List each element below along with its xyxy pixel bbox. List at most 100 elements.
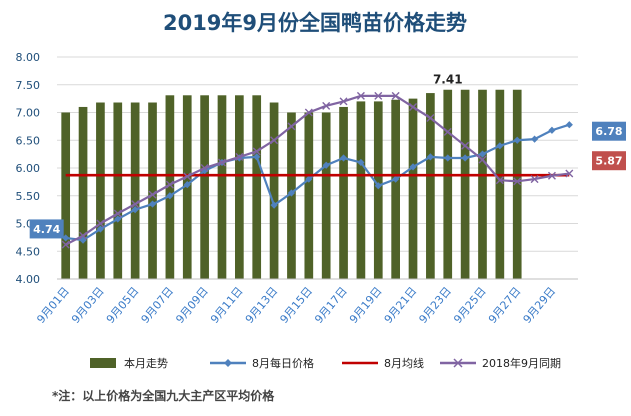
bar [200,95,209,279]
bar [478,89,487,280]
x-tick-label: 9月27日 [486,285,524,326]
x-tick-label: 9月25日 [451,285,489,326]
point [165,180,174,189]
data-callouts: 7.41 4.74 6.78 5.87 [29,73,626,239]
point [339,97,348,106]
bar [78,106,88,279]
point [356,91,365,100]
legend: 本月走势 8月每日价格 8月均线 2018年9月同期 [90,356,561,370]
data-label: 4.74 [33,223,60,236]
bar [96,102,105,279]
x-tick-label: 9月21日 [382,285,420,326]
point [200,164,209,172]
y-axis: 4.004.505.005.506.006.507.007.508.00 [16,51,41,286]
point [131,200,140,209]
legend-label: 本月走势 [124,356,168,370]
point [426,153,434,161]
bar [356,101,366,280]
point [565,169,574,178]
bar [217,95,227,279]
bar [460,89,470,280]
point [496,142,504,150]
y-tick-label: 5.50 [16,190,41,203]
x-tick-label: 9月15日 [278,285,316,326]
y-tick-label: 6.00 [16,162,41,175]
bar [373,101,383,280]
point [530,175,539,184]
x-tick-label: 9月07日 [139,285,177,326]
bar [130,102,140,279]
x-tick-label: 9月05日 [104,285,142,326]
legend-label: 2018年9月同期 [482,356,561,370]
bar [304,112,314,279]
point [322,101,331,110]
bar-series [61,89,522,280]
bar [165,95,175,279]
point [357,158,365,167]
line-series [61,91,574,249]
point [61,240,70,249]
y-tick-label: 7.50 [16,79,41,92]
point [478,155,487,164]
point [426,114,435,123]
bar [113,102,123,279]
bar [321,112,331,279]
point [217,158,226,167]
x-tick-label: 9月09日 [173,285,211,326]
bar [148,102,157,279]
data-label: 6.78 [595,125,622,138]
point [183,181,191,189]
bar [512,89,522,280]
point [96,225,105,233]
point [304,108,313,117]
point [495,176,504,185]
legend-label: 8月均线 [384,356,424,370]
point [166,192,174,200]
bar [61,112,71,279]
gridlines [57,56,578,280]
x-axis: 9月01日9月03日9月05日9月07日9月09日9月11日9月13日9月15日… [34,278,578,326]
point [409,163,417,171]
data-callout-box [592,151,626,171]
bar [269,102,279,279]
bar [408,98,418,279]
footnote: *注：以上价格为全国九大主产区平均价格 [52,388,275,403]
bar [443,89,453,280]
x-tick-label: 9月11日 [208,285,246,326]
point [392,175,400,183]
point [287,189,296,197]
bar [495,89,505,280]
point [548,126,556,134]
point [305,175,313,183]
bar [426,93,435,279]
point [461,141,470,150]
legend-marker [453,358,463,368]
point [513,177,522,186]
data-label: 5.87 [595,155,622,168]
x-tick-label: 9月29日 [521,285,559,326]
point [114,215,122,223]
point [565,121,573,129]
point [235,152,244,161]
point [183,172,192,181]
point [113,209,122,218]
bar [339,106,348,279]
x-tick-label: 9月03日 [69,285,107,326]
series-line [65,94,570,246]
data-callout-box [592,121,626,141]
bar [391,99,400,279]
point [96,219,105,228]
point [79,231,88,240]
point [270,136,279,145]
point [148,200,157,208]
point [374,182,382,190]
point [444,154,452,162]
series-line [65,123,570,242]
y-tick-label: 4.50 [16,245,41,258]
legend-marker [224,359,232,367]
legend-swatch [90,358,116,368]
bar [235,95,244,279]
point [253,153,261,161]
data-label: 7.41 [433,73,463,87]
